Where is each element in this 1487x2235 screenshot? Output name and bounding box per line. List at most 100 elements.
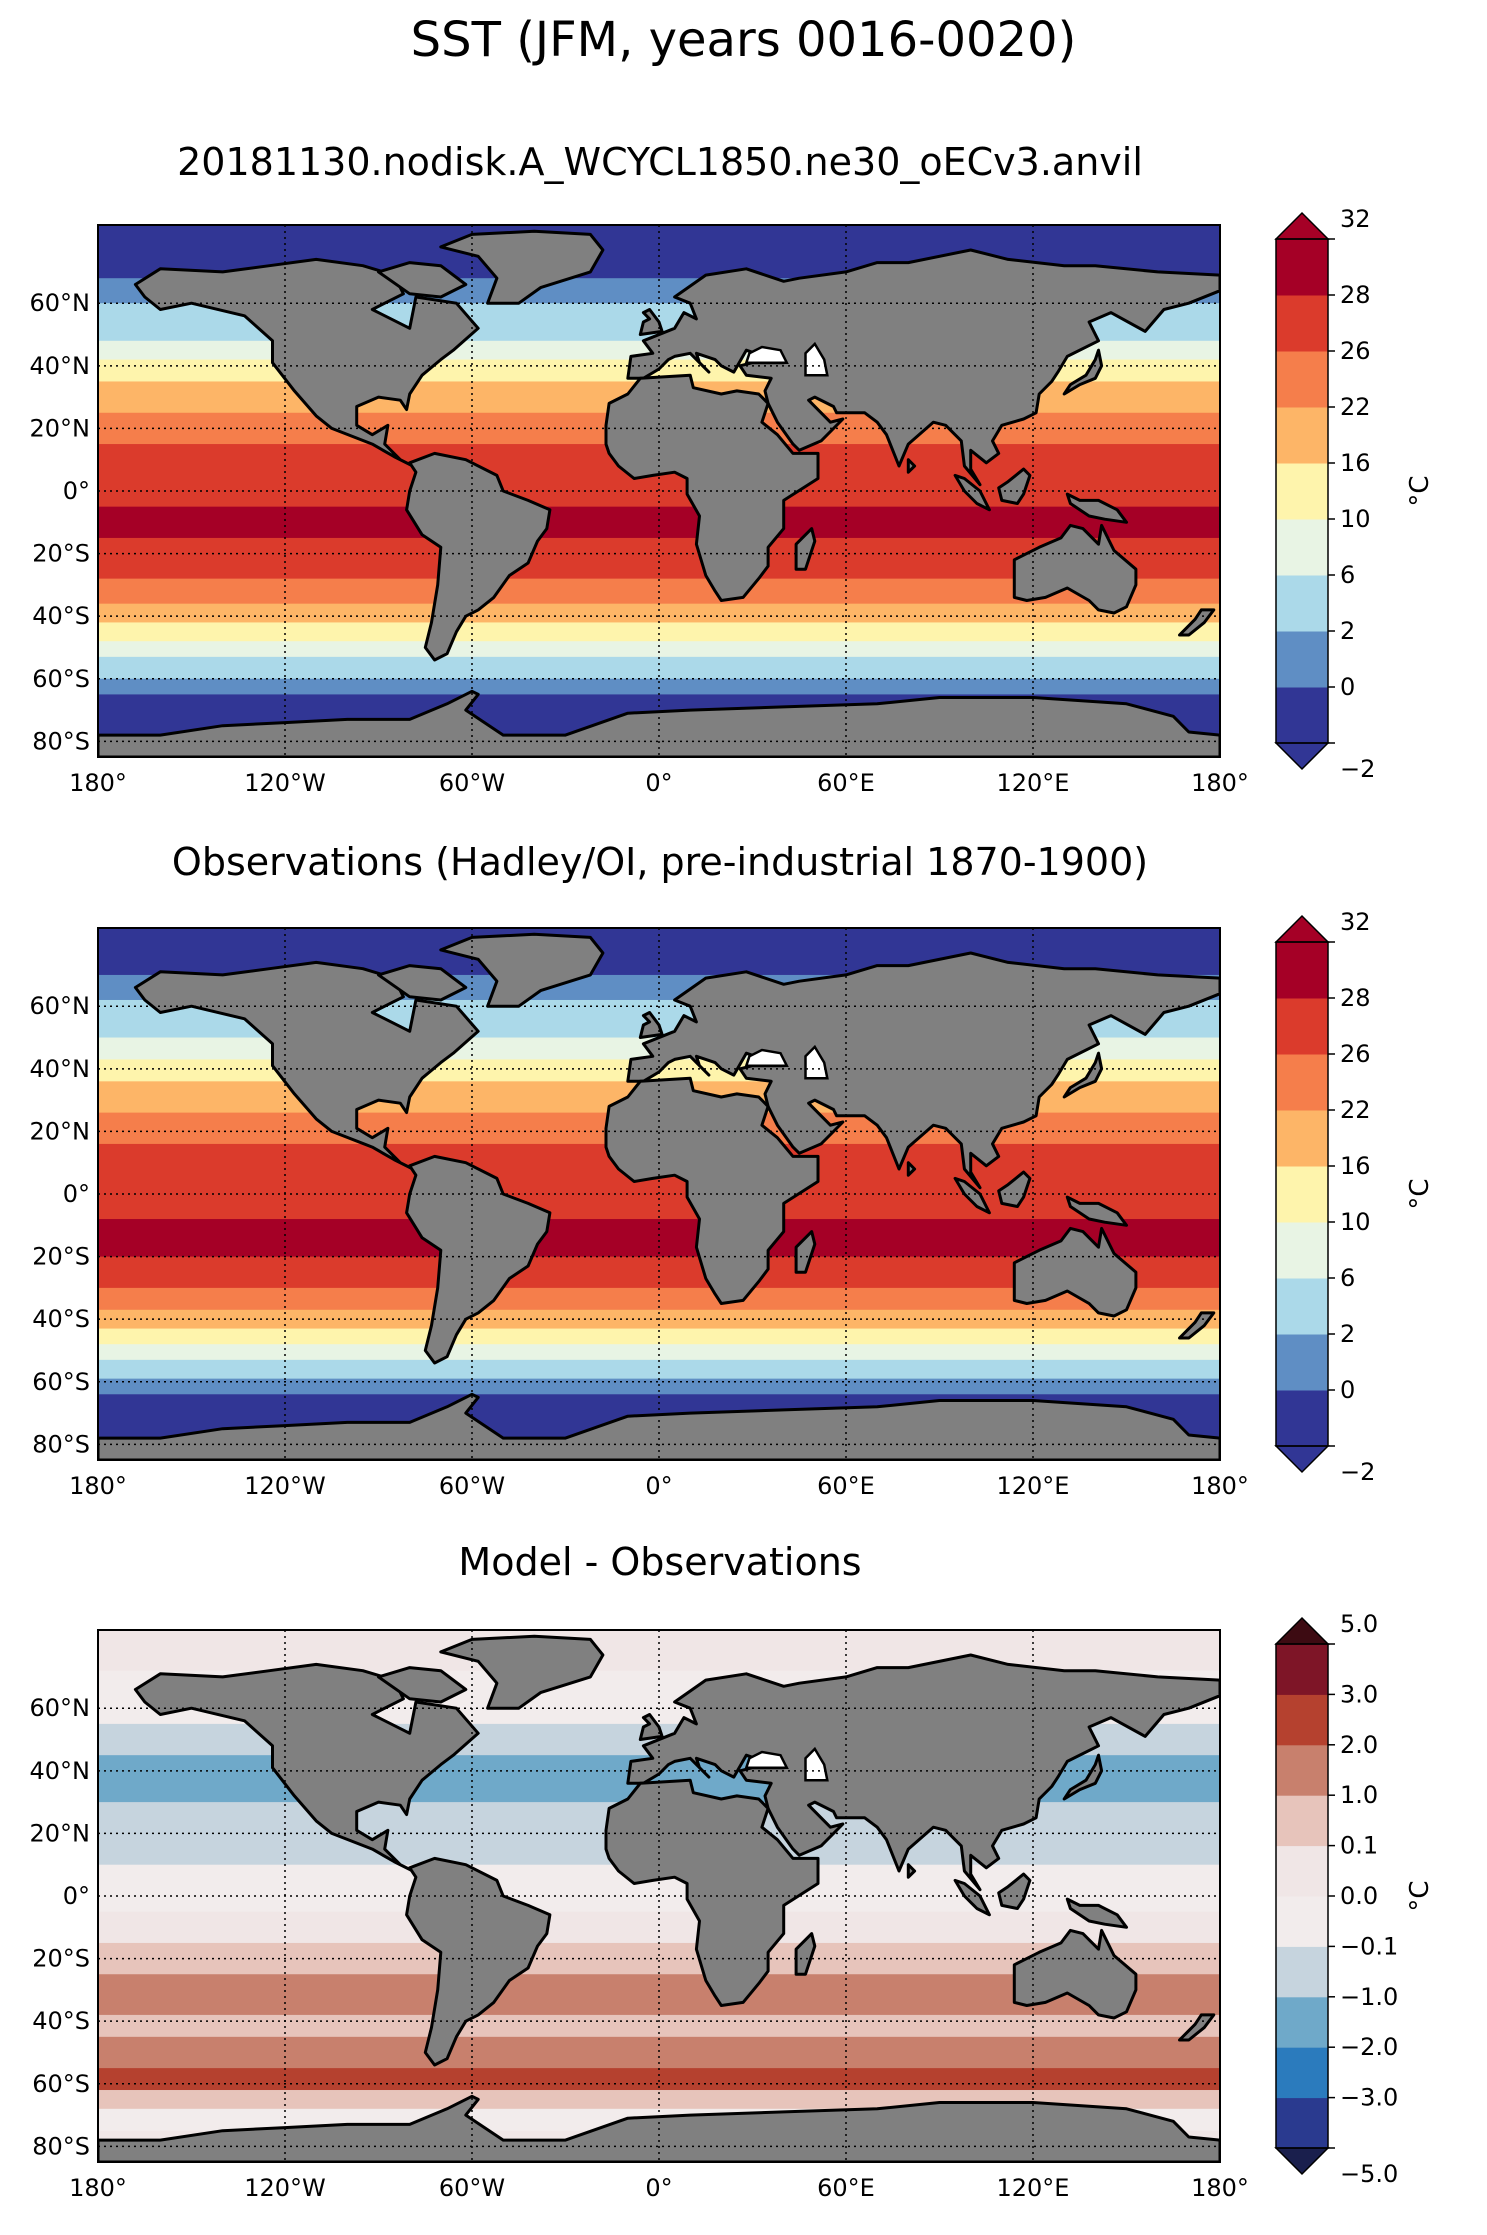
land-australia [1012,523,1138,615]
sst-zone [98,1219,1220,1258]
colorbar-swatch [1276,1996,1328,2048]
x-tick-label: 60°W [439,1472,505,1500]
colorbar-swatch [1276,998,1328,1055]
land-japan [1062,1753,1104,1801]
colorbar-tick-label: 32 [1340,908,1371,936]
lake-black-sea [744,345,789,364]
colorbar-tick-label: 6 [1340,1264,1355,1292]
colorbar-extend-bottom [1274,1445,1330,1474]
colorbar-swatch [1276,1896,1328,1947]
x-tick-label: 120°W [244,769,326,797]
colorbar-extend-top [1274,1616,1330,1645]
colorbar-tick-label: −5.0 [1340,2160,1398,2188]
land-new-guinea [1065,1897,1128,1929]
land-greenland [439,229,605,305]
sst-zone [98,678,1220,695]
land-baffin [377,964,468,1002]
x-tick-label: 180° [1191,2174,1249,2202]
y-tick-label: 60°N [30,992,91,1020]
x-tick-label: 180° [1191,769,1249,797]
colorbar-tick-label: −2 [1340,1458,1375,1486]
colorbar-tick-label: −1.0 [1340,1983,1398,2011]
colorbar-swatch [1276,407,1328,464]
colorbar-swatch [1276,1946,1328,1998]
colorbar-swatch [1276,1166,1328,1223]
y-tick-label: 40°S [32,1305,90,1333]
land-madagascar [794,1230,817,1274]
land-masses [98,1634,1220,2162]
land-uk [638,308,664,336]
map-panel-2: 180° 120°W 60°W 0° 60°E 120°E 180° 60°N 40°N 20°N… [30,908,1436,1500]
y-tick-label: 0° [63,1882,90,1910]
colorbar-swatch [1276,687,1328,744]
y-tick-label: 60°S [32,665,90,693]
land-new-zealand [1178,2013,1216,2042]
lake-caspian-sea [804,1746,829,1782]
colorbar-tick-label: 16 [1340,449,1371,477]
colorbar-unit-label: °C [1405,475,1435,506]
colorbar-extend-top [1274,211,1330,240]
land-sri-lanka [906,1863,917,1879]
x-tick-label: 60°E [817,2174,875,2202]
x-tick-label: 120°E [997,1472,1070,1500]
colorbar-unit-label: °C [1405,1178,1435,1209]
map-frame [97,927,1221,1461]
colorbar-swatch [1276,631,1328,688]
land-new-zealand [1178,1311,1216,1340]
colorbar-swatch [1276,1334,1328,1391]
y-tick-label: 20°N [30,414,91,442]
map-panel-3: 180° 120°W 60°W 0° 60°E 120°E 180° 60°N 40°N 20°N… [30,1610,1436,2202]
land-sumatra [953,1176,991,1215]
colorbar-swatch [1276,1694,1328,1746]
x-tick-label: 180° [69,769,127,797]
colorbar-swatch [1276,295,1328,352]
colorbar-swatch [1276,1390,1328,1447]
y-tick-label: 40°N [30,1757,91,1785]
land-madagascar [794,527,817,571]
x-tick-label: 120°E [997,2174,1070,2202]
land-africa [604,1778,820,2007]
land-sri-lanka [906,458,917,474]
sst-zone [98,622,1220,642]
land-africa [604,373,820,602]
colorbar-tick-label: −2.0 [1340,2033,1398,2061]
land-japan [1062,348,1104,396]
land-south-america [405,1856,552,2067]
colorbar-swatch [1276,1222,1328,1279]
y-tick-label: 20°S [32,1243,90,1271]
map-frame [97,1629,1221,2163]
sst-zone [98,1287,1220,1311]
colorbar-frame [1275,238,1329,744]
x-tick-label: 120°W [244,2174,326,2202]
y-tick-label: 80°S [32,1430,90,1458]
y-tick-label: 20°S [32,1945,90,1973]
x-tick-label: 60°W [439,2174,505,2202]
lake-black-sea [744,1048,789,1067]
colorbar-frame [1275,941,1329,1447]
lake-caspian-sea [804,341,829,377]
land-greenland [439,1634,605,1710]
x-tick-label: 120°W [244,1472,326,1500]
y-tick-label: 80°S [32,2132,90,2160]
map-frame [97,224,1221,758]
land-sri-lanka [906,1161,917,1177]
land-south-america [405,1154,552,1365]
land-borneo [997,1872,1032,1910]
colorbar-swatch [1276,519,1328,576]
x-tick-label: 0° [645,769,672,797]
colorbar-tick-label: 10 [1340,1208,1371,1236]
land-japan [1062,1051,1104,1099]
y-tick-label: 0° [63,477,90,505]
sst-zone [98,506,1220,539]
land-uk [638,1713,664,1741]
x-tick-label: 60°E [817,1472,875,1500]
sst-zone [98,1359,1220,1380]
sst-zone [98,656,1220,680]
sst-zone [98,641,1220,658]
colorbar-swatch [1276,239,1328,296]
colorbar-tick-label: 32 [1340,205,1371,233]
y-tick-label: 60°N [30,289,91,317]
colorbar-unit-label: °C [1405,1880,1435,1911]
